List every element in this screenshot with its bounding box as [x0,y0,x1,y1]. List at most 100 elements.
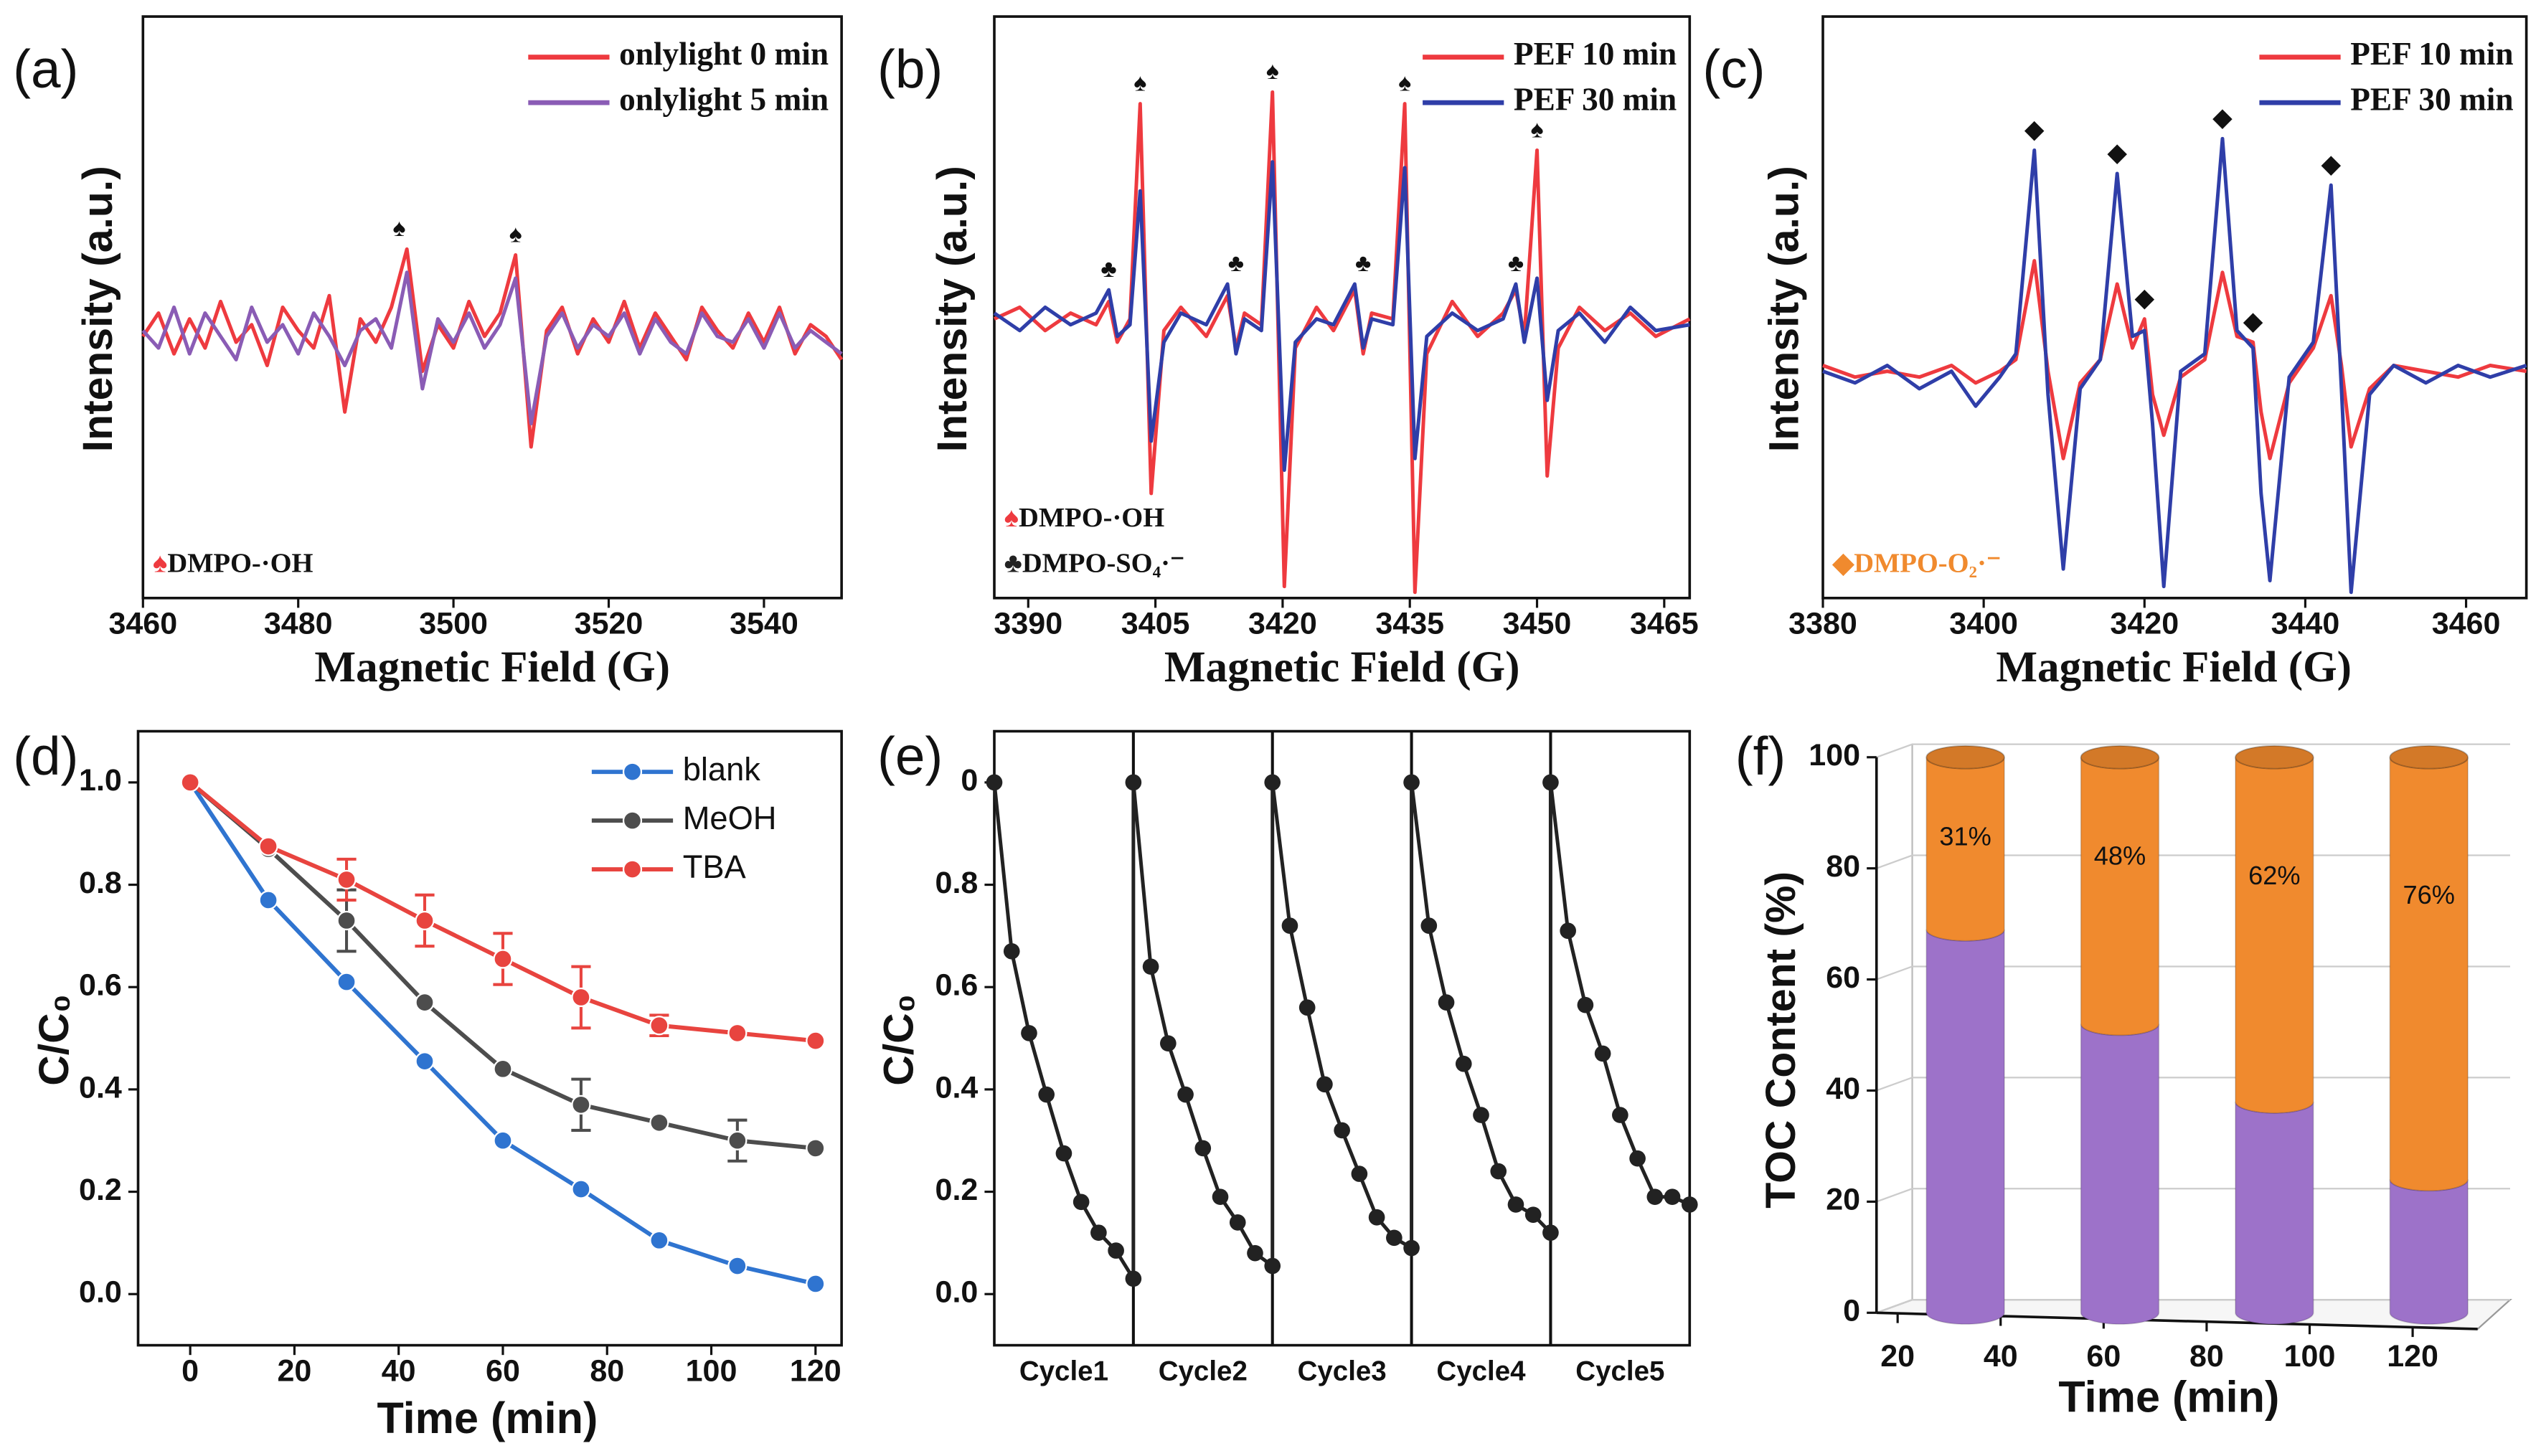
data-point [571,1095,591,1115]
peak-marker: ♠ [1398,69,1411,96]
peak-marker: ◆ [2212,104,2233,131]
bar-segment [2389,1179,2469,1325]
data-point [1212,1188,1229,1206]
data-point [493,1059,513,1079]
x-tick-label: 100 [686,1353,737,1388]
bar-segment [1925,929,2005,1325]
data-point [1403,1239,1420,1257]
data-point [336,910,357,931]
y-tick-label: 0.0 [935,1275,979,1310]
bar-segment [2235,757,2314,1114]
data-point [1664,1188,1681,1206]
plot-frame [1821,15,2528,600]
annotation: ♠DMPO-·OH [153,548,314,578]
peak-marker: ♣ [1355,250,1371,277]
data-point [1351,1166,1368,1182]
x-tick-label: 20 [1880,1339,1915,1374]
x-category-label: Cycle3 [1298,1356,1387,1386]
data-point [415,910,435,931]
y-tick-label: 0.2 [935,1173,979,1207]
data-point [415,993,435,1013]
data-point [1594,1045,1611,1062]
peak-marker: ♠ [1133,69,1146,96]
bar-cap [2235,745,2314,770]
legend-label: PEF 30 min [2350,81,2513,117]
y-tick-label: 40 [1826,1072,1860,1106]
y-tick-label: 20 [1826,1183,1860,1217]
panel-label: (a) [13,39,78,99]
value-label: 48% [2094,841,2146,871]
x-tick-label: 120 [790,1353,842,1388]
data-point [806,1031,826,1051]
peak-marker: ♣ [1228,250,1244,277]
bar-segment [2235,1101,2314,1325]
data-point [649,1112,669,1133]
data-point [727,1256,748,1276]
x-tick-label: 3460 [108,607,177,641]
peak-marker: ◆ [2107,139,2127,166]
x-axis-label: Magnetic Field (G) [1164,643,1520,691]
annotation-text: DMPO-·OH [1019,503,1164,533]
data-point [1386,1229,1402,1247]
panel-label: (b) [877,39,943,99]
panel-label: (d) [13,726,78,786]
data-point [806,1274,826,1294]
annotation-text: DMPO-SO₄·⁻ [1022,548,1185,578]
data-point [1507,1196,1524,1213]
x-tick-label: 3500 [419,607,488,641]
x-tick-label: 3390 [994,607,1062,641]
annotation-symbol: ♠ [153,548,167,578]
y-tick-label: 60 [1826,960,1860,995]
series-line [1822,136,2527,595]
y-tick-label: 1.0 [79,763,122,798]
legend-marker [622,762,643,782]
x-category-label: Cycle1 [1019,1356,1108,1386]
y-tick-label: 0.8 [79,866,122,900]
data-point [1542,774,1559,791]
series-line [1822,259,2527,460]
annotation-text: DMPO-·OH [167,548,313,578]
data-point [336,869,357,889]
x-tick-label: 3540 [730,607,798,641]
legend-label: TBA [683,848,747,885]
y-axis-label: Intensity (a.u.) [1761,166,1808,452]
peak-marker: ◆ [2024,115,2045,143]
series-line [141,270,843,426]
data-point [1055,1145,1072,1162]
data-point [1125,774,1142,791]
x-category-label: Cycle2 [1159,1356,1248,1386]
bar-cap [2389,745,2469,770]
plot-frame [993,15,1692,600]
data-point [1542,1224,1559,1241]
data-point [1281,917,1298,934]
data-point [336,972,357,992]
y-axis-label: C/C₀ [31,994,77,1086]
legend-label: onlylight 5 min [619,81,829,117]
x-tick-label: 100 [2284,1339,2336,1374]
plot-frame [993,729,1692,1347]
annotation-symbol: ♣ [1004,548,1022,578]
x-tick-label: 0 [182,1353,199,1388]
data-point [1612,1107,1628,1123]
data-point [1177,1086,1194,1103]
series-line [993,90,1691,595]
peak-marker: ◆ [2321,151,2341,178]
peak-marker: ◆ [2243,308,2263,335]
bar-cap [1925,745,2005,770]
y-tick-label: 0.6 [79,968,122,1003]
panel-label: (e) [877,726,943,786]
legend-label: MeOH [683,800,777,836]
series-line [141,247,844,449]
value-label: 76% [2403,880,2455,909]
bar-segment [2080,757,2160,1036]
panel-label: (c) [1702,39,1765,99]
peak-marker: ♠ [509,220,522,247]
annotation: ◆DMPO-O₂·⁻ [1832,548,2002,578]
x-tick-label: 3420 [2110,607,2179,641]
y-tick-label: 0 [961,763,978,798]
y-tick-label: 100 [1809,738,1860,772]
legend-label: blank [683,751,761,788]
peak-marker: ♣ [1508,250,1524,277]
